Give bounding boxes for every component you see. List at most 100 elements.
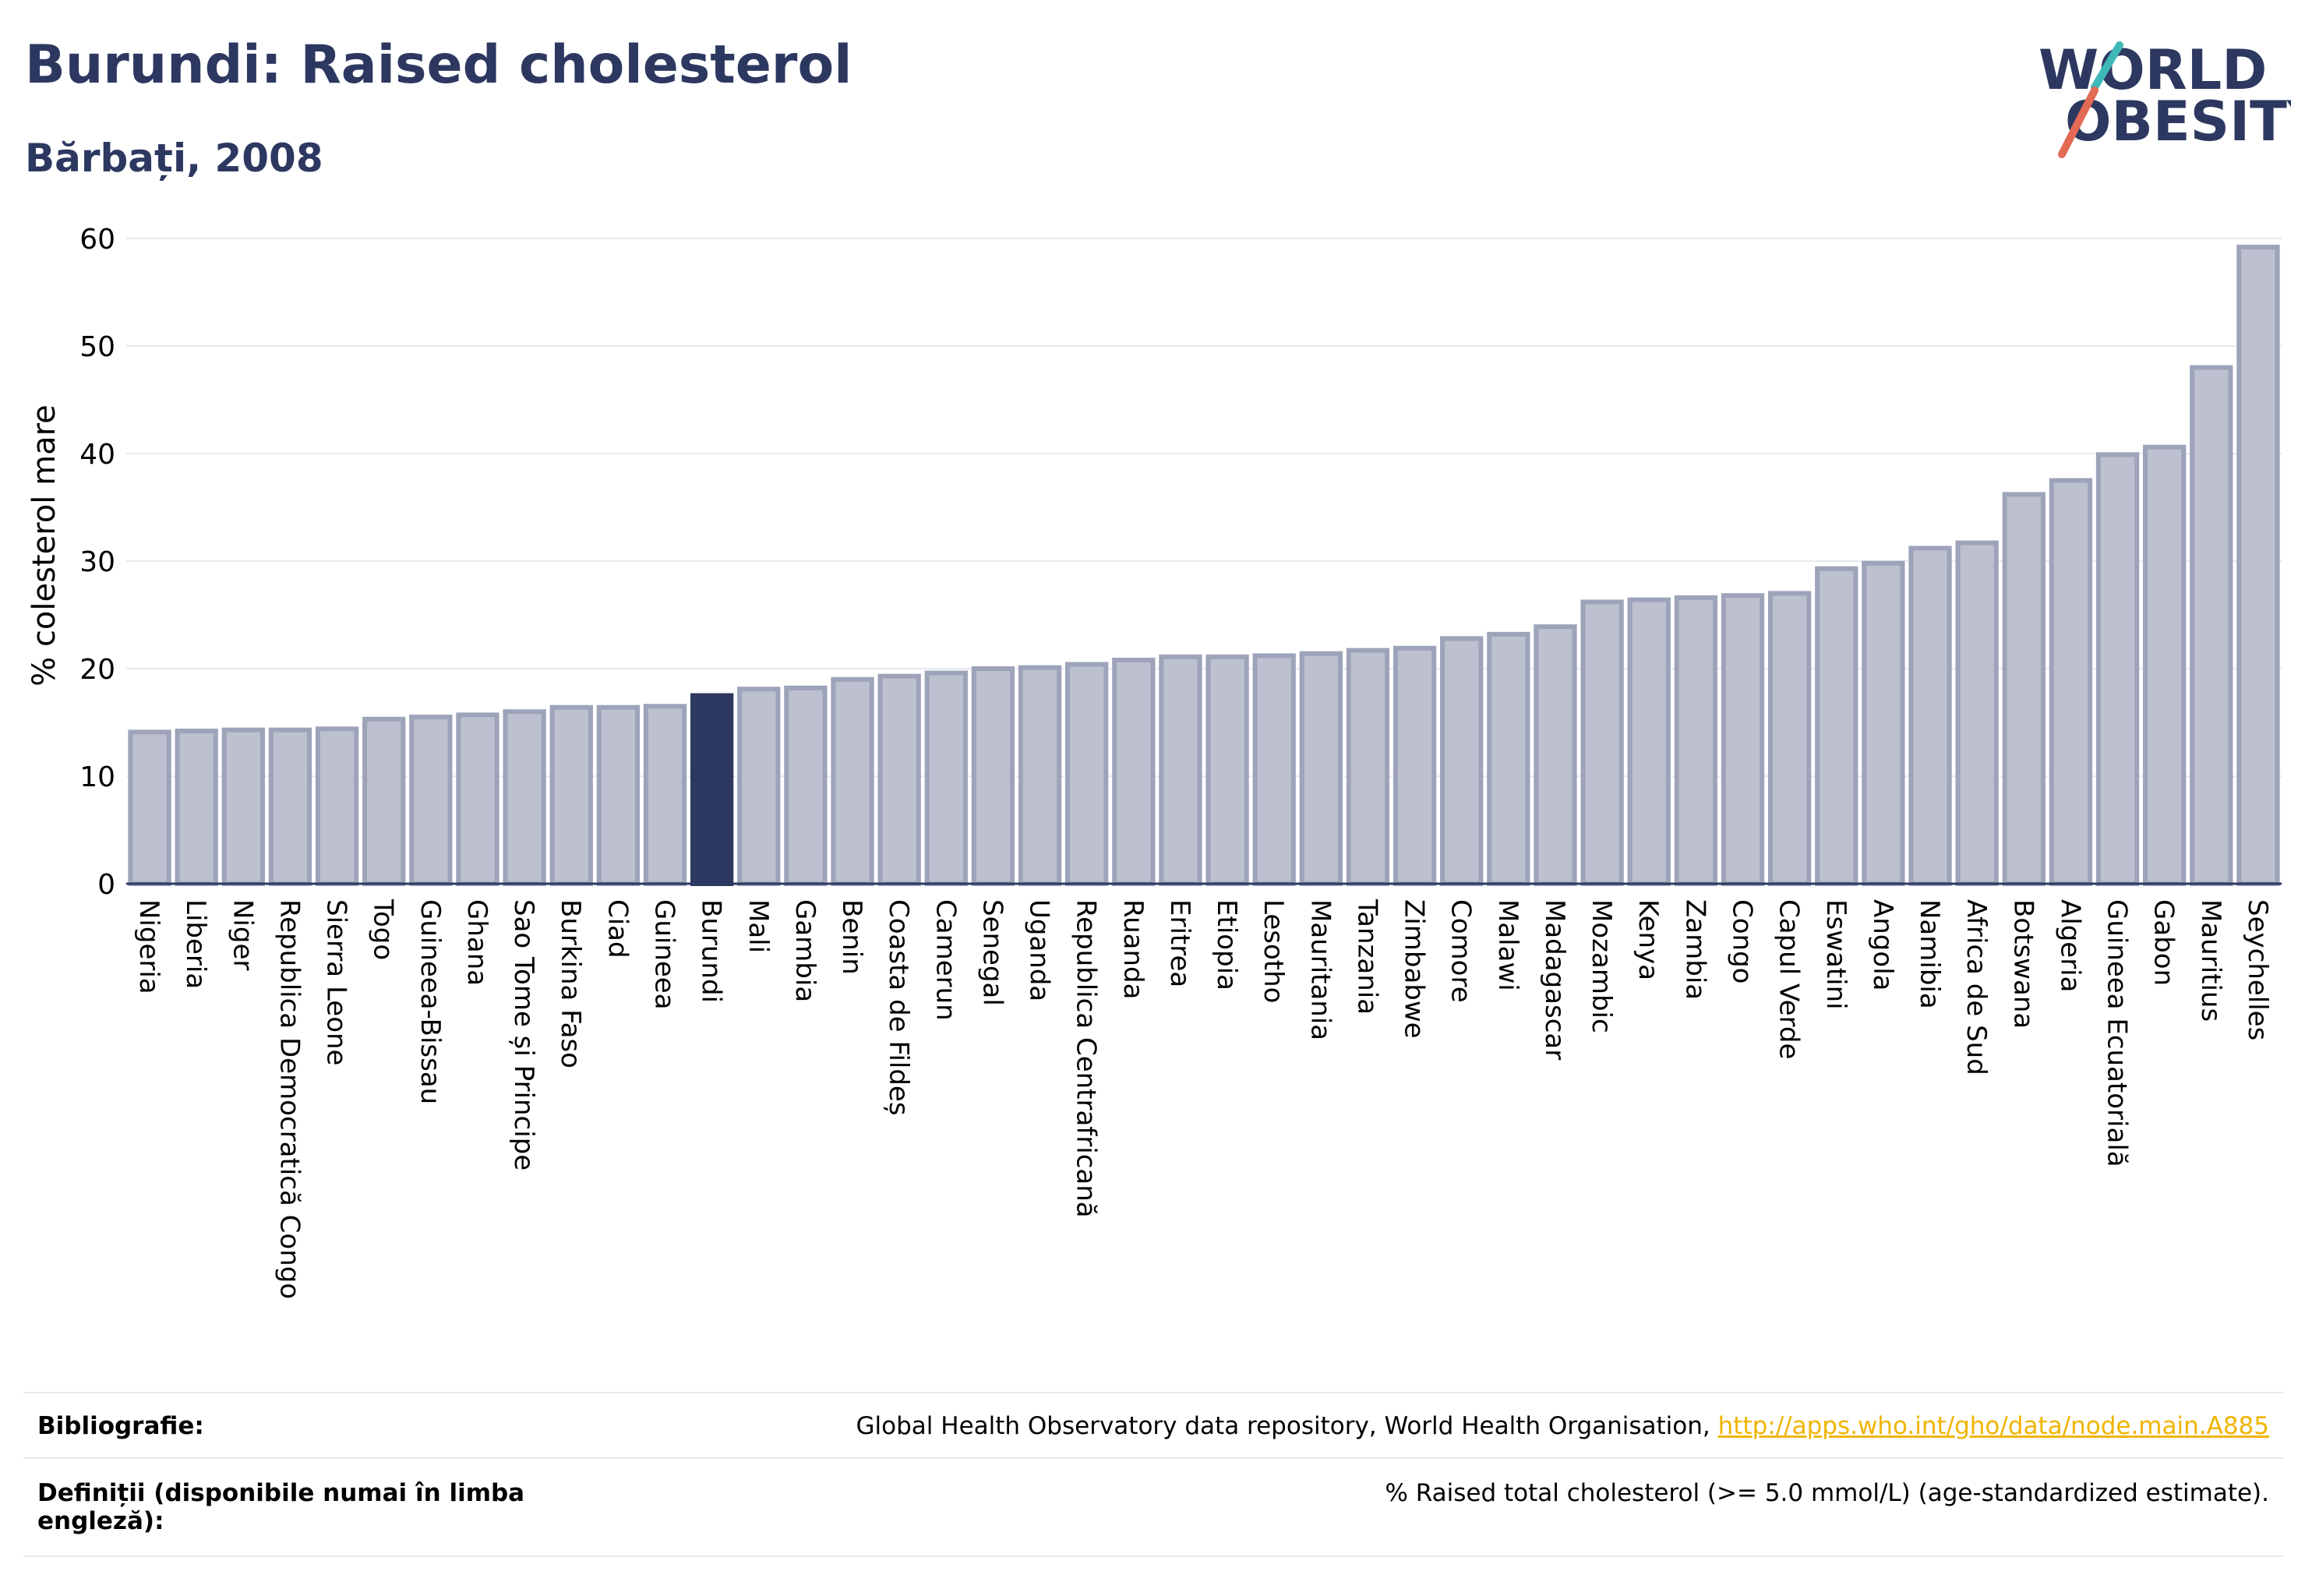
bar-zambia [1674,595,1718,886]
bar-coasta-de-fildeș [877,673,921,886]
bar-capul-verde [1767,591,1812,887]
logo-line1: WORLD [2038,38,2267,102]
x-tick-label: Benin [836,899,867,975]
x-tick-label: Africa de Sud [1961,899,1992,1075]
world-obesity-logo: WORLD OBESITY [2038,38,2291,158]
x-tick-label: Burkina Faso [555,899,586,1068]
bar-republica-democratică-congo [268,727,312,886]
x-tick-label: Nigeria [133,899,164,994]
bar-eritrea [1159,654,1202,886]
bar-senegal [971,666,1015,886]
bar-ciad [596,704,641,886]
y-tick-label: 20 [79,654,115,686]
bar-guineea [643,704,687,886]
x-tick-label: Gabon [2148,899,2180,986]
definitions-text: % Raised total cholesterol (>= 5.0 mmol/… [1385,1479,2269,1507]
x-tick-label: Uganda [1024,899,1055,1001]
bar-etiopia [1205,654,1249,886]
x-tick-label: Mali [743,899,774,953]
x-tick-label: Sierra Leone [321,899,352,1065]
bar-guineea-bissau [409,715,453,886]
bar-tanzania [1346,648,1390,886]
bar-nigeria [128,729,171,886]
y-axis-label: % colesterol mare [26,404,62,687]
page-title: Burundi: Raised cholesterol [25,34,852,96]
bar-zimbabwe [1393,645,1437,887]
bar-benin [831,676,874,886]
x-tick-label: Togo [368,899,399,960]
bar-madagascar [1534,624,1577,886]
bar-gabon [2143,444,2187,886]
footer-divider-top [23,1392,2283,1393]
bar-mozambic [1580,599,1624,886]
x-tick-label: Ciad [602,899,633,959]
x-tick-label: Zimbabwe [1399,899,1430,1039]
bar-burkina-faso [549,704,593,886]
bar-botswana [2002,492,2046,886]
bar-mali [737,687,781,886]
footer-divider-bottom [23,1555,2283,1557]
logo-line2: OBESITY [2065,90,2291,154]
bar-burundi [690,693,734,886]
y-tick-label: 30 [79,546,115,578]
x-tick-label: Camerun [930,899,961,1021]
bar-sao-tome-și-principe [503,709,546,887]
x-tick-label: Coasta de Fildeș [883,899,914,1116]
y-tick-label: 60 [79,224,115,256]
x-tick-label: Sao Tome și Principe [508,899,539,1171]
x-tick-label: Ghana [461,899,492,986]
x-tick-label: Lesotho [1258,899,1289,1003]
bar-namibia [1908,546,1952,886]
bar-comore [1440,636,1484,886]
bar-camerun [924,670,968,887]
bar-seychelles [2236,245,2280,887]
bar-ruanda [1112,657,1156,887]
bar-niger [221,727,265,886]
bar-ghana [456,712,499,887]
x-tick-label: Capul Verde [1774,899,1805,1059]
bar-malawi [1487,631,1530,887]
x-tick-label: Guineea Ecuatorială [2102,899,2133,1167]
x-tick-label: Zambia [1679,899,1710,1000]
definitions-label: Definiții (disponibile numai în limba en… [37,1479,525,1535]
x-tick-label: Mozambic [1586,899,1617,1033]
bar-mauritius [2190,365,2233,887]
x-tick-label: Niger [227,899,258,970]
bar-lesotho [1252,653,1296,886]
x-tick-label: Angola [1867,899,1898,990]
footer-divider-middle [23,1457,2283,1459]
bar-eswatini [1815,566,1858,886]
x-tick-label: Ruanda [1117,899,1149,999]
bar-mauritania [1299,651,1343,886]
x-tick-label: Gambia [789,899,821,1002]
y-tick-labels: 0 10 20 30 40 50 60 [79,224,115,901]
x-tick-label: Eswatini [1820,899,1851,1010]
x-tick-label: Comore [1445,899,1477,1003]
bar-uganda [1018,665,1062,886]
bibliography-link[interactable]: http://apps.who.int/gho/data/node.main.A… [1717,1412,2269,1440]
x-tick-label: Guineea-Bissau [415,899,446,1104]
y-tick-label: 40 [79,439,115,471]
bar-liberia [175,729,218,886]
y-tick-label: 0 [97,869,115,901]
bar-congo [1721,593,1765,886]
bar-togo [362,716,406,886]
x-tick-label: Burundi [696,899,727,1003]
x-tick-label: Namibia [1914,899,1945,1009]
x-tick-label: Eritrea [1164,899,1195,987]
x-tick-label: Etiopia [1211,899,1242,990]
x-tick-label: Seychelles [2242,899,2273,1040]
x-tick-label: Mauritius [2195,899,2226,1022]
bar-gambia [784,685,828,887]
bibliography-text: Global Health Observatory data repositor… [856,1412,1710,1440]
y-tick-label: 10 [79,761,115,793]
x-tick-label: Guineea [649,899,680,1010]
bar-africa-de-sud [1955,540,1999,886]
bibliography-label: Bibliografie: [37,1412,204,1440]
x-tick-label: Tanzania [1351,899,1382,1015]
x-tick-labels: Nigeria Liberia Niger Republica Democratică… [133,899,2273,1299]
page-subtitle: Bărbați, 2008 [25,136,323,181]
x-tick-label: Liberia [180,899,211,989]
x-tick-label: Malawi [1492,899,1523,991]
bibliography-source: Global Health Observatory data repositor… [856,1412,2269,1440]
